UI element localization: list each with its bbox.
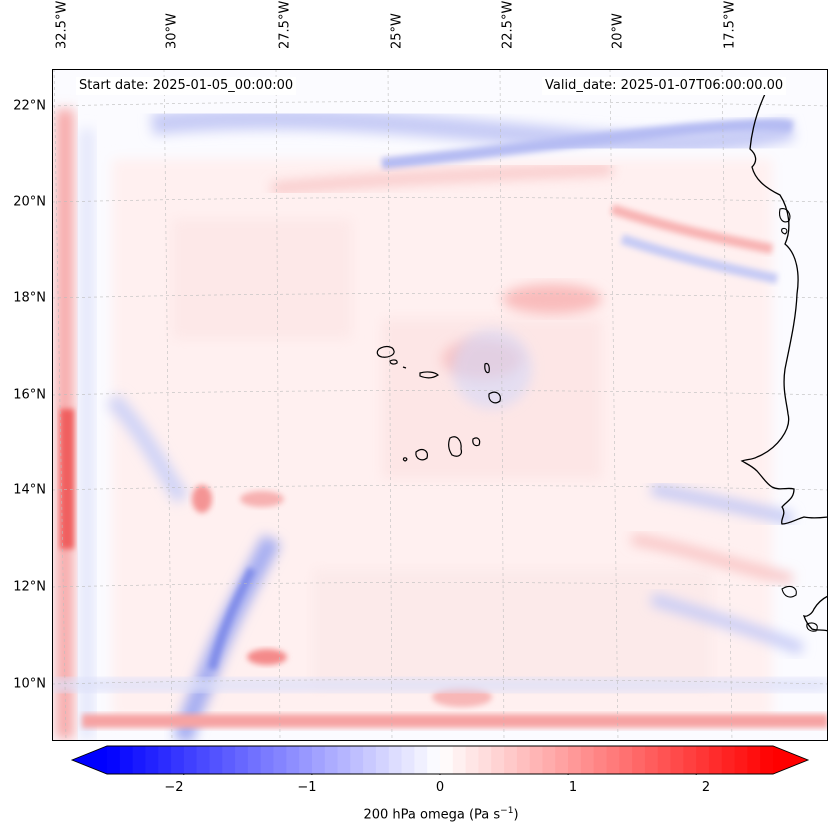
colorbar-cell — [747, 746, 761, 774]
island-sao-vicente — [389, 359, 398, 365]
colorbar-tick-label: −1 — [297, 780, 317, 795]
colorbar-cell — [644, 746, 659, 774]
lat-label-20n: 20°N — [13, 194, 46, 210]
colorbar-cell — [427, 746, 441, 774]
valid-date-label: Valid_date: 2025-01-07T06:00:00.00 — [542, 77, 787, 95]
island-santo-antao — [376, 345, 395, 358]
colorbar-cell — [670, 746, 684, 774]
colorbar-cell — [580, 746, 595, 774]
colorbar-cell — [452, 746, 467, 774]
colorbar-cell — [247, 746, 262, 774]
colorbar-cell — [209, 746, 223, 774]
lat-label-18n: 18°N — [13, 290, 46, 306]
colorbar-cell — [388, 746, 403, 774]
colorbar-cell — [619, 746, 633, 774]
colorbar-cell — [465, 746, 480, 774]
colorbar-label: 200 hPa omega (Pa s−1) — [363, 806, 519, 823]
lat-label-22n: 22°N — [13, 98, 46, 114]
colorbar-cell — [491, 746, 505, 774]
colorbar-cell — [183, 746, 198, 774]
colorbar-tick-label: 0 — [435, 780, 445, 795]
colorbar-outline — [70, 745, 810, 775]
lat-label-16n: 16°N — [13, 387, 46, 403]
colorbar-cell — [158, 746, 172, 774]
colorbar-cell — [324, 746, 339, 774]
lat-label-12n: 12°N — [13, 579, 46, 595]
colorbar-cell — [708, 746, 723, 774]
colorbar-cell — [196, 746, 211, 774]
colorbar-cell — [414, 746, 428, 774]
west-africa-coastline — [740, 93, 828, 741]
colorbar-cell — [478, 746, 492, 774]
colorbar-cell — [273, 746, 287, 774]
colorbar-cell — [555, 746, 569, 774]
colorbar-cell — [516, 746, 531, 774]
colorbar-tick-label: 2 — [701, 780, 711, 795]
map-frame — [52, 69, 828, 741]
colorbar-cell — [350, 746, 364, 774]
lon-label-20w: 20°W — [610, 13, 626, 49]
colorbar-cell — [504, 746, 518, 774]
gridlines — [52, 69, 828, 741]
island-boa-vista — [488, 391, 501, 404]
map-panel — [52, 69, 828, 741]
colorbar-cell — [696, 746, 710, 774]
lon-label-25w: 25°W — [389, 13, 405, 49]
colorbar-cell — [375, 746, 390, 774]
colorbar-cell — [363, 746, 377, 774]
island-santa-luzia — [402, 366, 407, 369]
start-date-label: Start date: 2025-01-05_00:00:00 — [76, 77, 297, 95]
colorbar-cell — [542, 746, 556, 774]
colorbar-cell — [606, 746, 620, 774]
colorbar-cells — [107, 746, 774, 774]
colorbar-cell — [593, 746, 608, 774]
colorbar-cell — [260, 746, 275, 774]
lon-label-17-5w: 17.5°W — [722, 0, 738, 49]
colorbar-tick-label: 1 — [568, 780, 578, 795]
colorbar-cell — [568, 746, 582, 774]
lon-label-27-5w: 27.5°W — [277, 0, 293, 49]
colorbar-cell — [401, 746, 415, 774]
colorbar-max-extend-arrow — [773, 746, 808, 774]
colorbar — [70, 745, 810, 775]
island-santiago — [448, 436, 463, 457]
lon-label-30w: 30°W — [164, 13, 180, 49]
island-maio — [472, 437, 481, 447]
colorbar-cell — [683, 746, 697, 774]
omega-field — [52, 69, 828, 741]
colorbar-cell — [132, 746, 147, 774]
colorbar-cell — [311, 746, 326, 774]
colorbar-cell — [299, 746, 313, 774]
colorbar-min-extend-arrow — [72, 746, 107, 774]
lon-label-22-5w: 22.5°W — [500, 0, 516, 49]
colorbar-cell — [760, 746, 774, 774]
colorbar-cell — [107, 746, 121, 774]
colorbar-cell — [119, 746, 134, 774]
colorbar-cell — [657, 746, 672, 774]
colorbar-cell — [235, 746, 249, 774]
colorbar-cell — [222, 746, 236, 774]
colorbar-cell — [440, 746, 454, 774]
colorbar-tick-marks — [183, 774, 697, 775]
colorbar-cell — [721, 746, 736, 774]
lat-label-10n: 10°N — [13, 676, 46, 692]
island-brava — [402, 457, 408, 462]
colorbar-cell — [145, 746, 159, 774]
colorbar-cell — [286, 746, 300, 774]
cabo-verde-islands — [376, 345, 501, 462]
island-sao-nicolau — [419, 371, 439, 379]
colorbar-tick-label: −2 — [164, 780, 184, 795]
colorbar-cell — [171, 746, 185, 774]
lat-label-14n: 14°N — [13, 482, 46, 498]
colorbar-cell — [529, 746, 544, 774]
island-sal — [484, 362, 490, 374]
colorbar-cell — [632, 746, 646, 774]
colorbar-cell — [337, 746, 351, 774]
colorbar-cell — [734, 746, 748, 774]
island-fogo — [415, 448, 428, 461]
lon-label-32-5w: 32.5°W — [54, 0, 70, 49]
